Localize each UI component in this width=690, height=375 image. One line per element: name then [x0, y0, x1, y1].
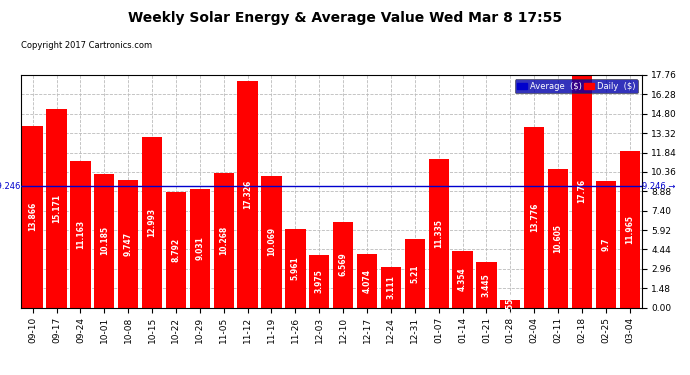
Bar	[524, 127, 544, 308]
Text: 11.965: 11.965	[625, 214, 634, 244]
Text: 13.866: 13.866	[28, 202, 37, 231]
Text: 0.554: 0.554	[506, 292, 515, 316]
Bar	[309, 255, 329, 308]
Bar	[595, 180, 616, 308]
Bar	[237, 81, 258, 308]
Text: 3.445: 3.445	[482, 273, 491, 297]
Bar	[572, 75, 592, 307]
Bar	[357, 254, 377, 308]
Text: 3.111: 3.111	[386, 275, 395, 299]
Bar	[118, 180, 138, 308]
Text: 10.185: 10.185	[100, 226, 109, 255]
Text: 4.354: 4.354	[458, 267, 467, 291]
Bar	[262, 176, 282, 308]
Text: 5.961: 5.961	[291, 256, 300, 280]
Text: Copyright 2017 Cartronics.com: Copyright 2017 Cartronics.com	[21, 41, 152, 50]
Text: 12.993: 12.993	[148, 208, 157, 237]
Text: 17.76: 17.76	[578, 179, 586, 203]
Text: 11.163: 11.163	[76, 220, 85, 249]
Bar	[190, 189, 210, 308]
Bar	[333, 222, 353, 308]
Bar	[548, 169, 569, 308]
Bar	[381, 267, 401, 308]
Text: 13.776: 13.776	[530, 202, 539, 232]
Text: 9.7: 9.7	[602, 237, 611, 251]
Text: 17.326: 17.326	[243, 180, 252, 209]
Bar	[142, 137, 162, 308]
Bar	[500, 300, 520, 307]
Text: 9.747: 9.747	[124, 232, 132, 256]
Text: 10.605: 10.605	[553, 224, 562, 253]
Text: 10.268: 10.268	[219, 226, 228, 255]
Text: 9.031: 9.031	[195, 237, 204, 260]
Text: Weekly Solar Energy & Average Value Wed Mar 8 17:55: Weekly Solar Energy & Average Value Wed …	[128, 11, 562, 25]
Bar	[476, 262, 497, 308]
Text: 8.792: 8.792	[171, 238, 181, 262]
Text: 3.975: 3.975	[315, 270, 324, 293]
Text: 10.069: 10.069	[267, 227, 276, 256]
Bar	[23, 126, 43, 308]
Bar	[214, 173, 234, 308]
Text: 15.171: 15.171	[52, 194, 61, 223]
Bar	[428, 159, 448, 308]
Bar	[166, 192, 186, 308]
Text: 5.21: 5.21	[411, 264, 420, 283]
Text: 4.074: 4.074	[362, 269, 371, 293]
Bar	[620, 151, 640, 308]
Text: 9.246 →: 9.246 →	[642, 182, 675, 191]
Legend: Average  ($), Daily  ($): Average ($), Daily ($)	[515, 79, 638, 93]
Bar	[453, 251, 473, 308]
Text: 11.335: 11.335	[434, 219, 443, 248]
Text: 6.569: 6.569	[339, 253, 348, 276]
Bar	[404, 239, 425, 308]
Text: ← 9.246: ← 9.246	[0, 182, 21, 191]
Bar	[46, 109, 67, 308]
Bar	[70, 161, 90, 308]
Bar	[94, 174, 115, 308]
Bar	[285, 230, 306, 308]
